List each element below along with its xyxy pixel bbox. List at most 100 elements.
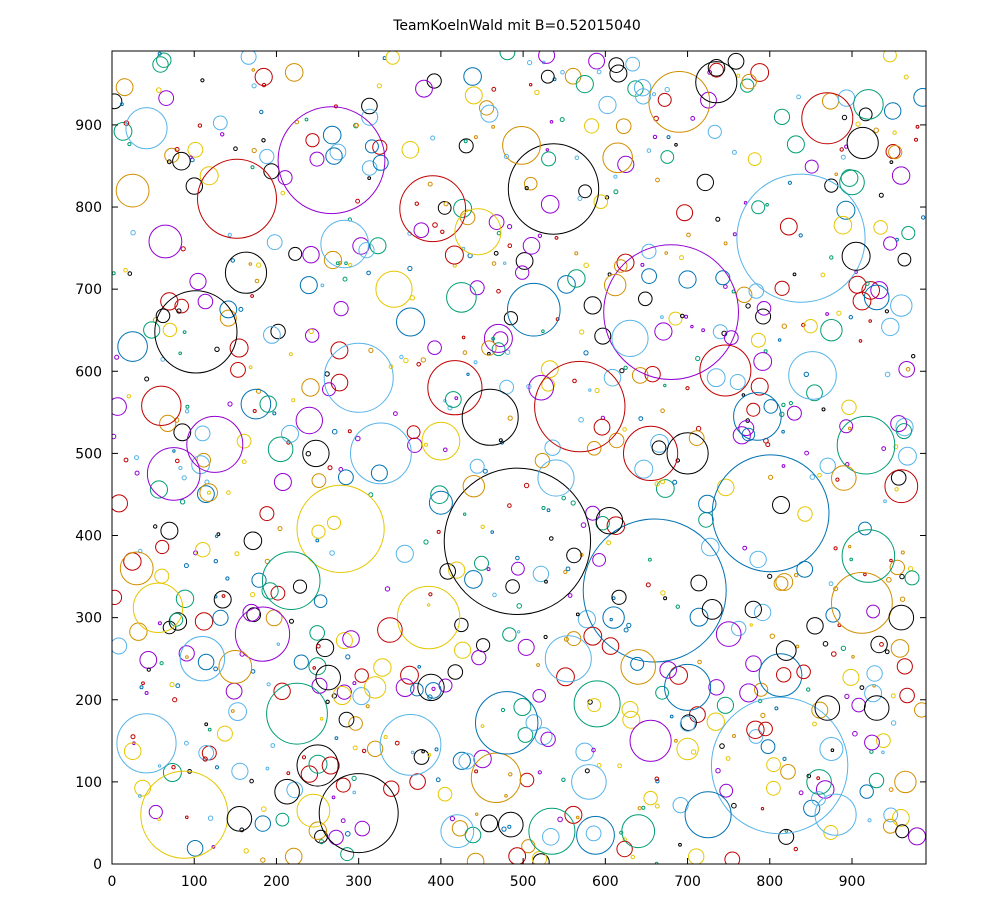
small-circle-mark: [361, 108, 379, 126]
small-circle-mark: [863, 572, 867, 577]
small-circle-mark: [836, 310, 842, 316]
y-tick-label: 600: [75, 364, 102, 380]
small-circle-mark: [575, 815, 580, 820]
small-circle-mark: [824, 178, 839, 193]
circle-mark: [715, 621, 742, 647]
small-circle-mark: [361, 97, 378, 115]
small-circle-mark: [436, 529, 441, 534]
small-circle-mark: [646, 148, 652, 153]
small-circle-mark: [575, 742, 595, 762]
small-circle-mark: [185, 404, 190, 409]
small-circle-mark: [393, 411, 398, 417]
small-circle-mark: [204, 722, 209, 727]
small-circle-mark: [325, 699, 330, 704]
small-circle-mark: [383, 780, 400, 797]
small-circle-mark: [451, 820, 469, 837]
small-circle-mark: [542, 828, 560, 846]
small-circle-mark: [829, 255, 834, 260]
small-circle-mark: [773, 108, 791, 126]
small-circle-mark: [654, 322, 673, 341]
circle-mark: [841, 241, 871, 271]
small-circle-mark: [156, 52, 172, 68]
small-circle-mark: [493, 250, 499, 256]
small-circle-mark: [674, 143, 678, 147]
small-circle-mark: [868, 319, 873, 323]
small-circle-mark: [736, 73, 741, 78]
small-circle-mark: [225, 682, 243, 700]
small-circle-mark: [452, 263, 457, 268]
small-circle-mark: [286, 781, 304, 799]
small-circle-mark: [584, 118, 600, 134]
small-circle-mark: [199, 483, 218, 502]
small-circle-mark: [219, 300, 238, 319]
small-circle-mark: [852, 730, 858, 737]
small-circle-mark: [490, 530, 495, 534]
circle-mark: [788, 351, 837, 400]
small-circle-mark: [174, 147, 180, 152]
circle-mark: [831, 572, 893, 634]
small-circle-mark: [739, 683, 759, 703]
small-circle-mark: [500, 707, 506, 713]
small-circle-mark: [225, 576, 230, 581]
circle-mark: [528, 807, 576, 855]
small-circle-mark: [184, 740, 189, 746]
small-circle-mark: [348, 262, 353, 267]
circle-mark: [831, 465, 857, 491]
circle-mark: [274, 778, 300, 805]
small-circle-mark: [554, 236, 559, 240]
small-circle-mark: [352, 745, 358, 751]
small-circle-mark: [544, 579, 548, 584]
circle-mark: [461, 388, 519, 446]
small-circle-mark: [488, 214, 505, 231]
small-circle-mark: [199, 166, 219, 186]
x-tick-label: 500: [510, 874, 537, 890]
small-circle-mark: [172, 697, 178, 703]
small-circle-mark: [466, 372, 470, 376]
small-circle-mark: [679, 255, 684, 261]
small-circle-mark: [342, 276, 348, 282]
small-circle-mark: [882, 51, 897, 63]
circle-mark: [240, 388, 272, 420]
small-circle-mark: [513, 698, 532, 716]
circle-mark: [695, 61, 738, 104]
small-circle-mark: [549, 536, 554, 541]
small-circle-mark: [580, 522, 587, 528]
circle-mark: [676, 737, 699, 761]
small-circle-mark: [425, 682, 442, 699]
small-circle-mark: [458, 138, 474, 154]
small-circle-mark: [619, 368, 625, 374]
small-circle-mark: [316, 643, 321, 649]
small-circle-mark: [534, 727, 553, 746]
small-circle-mark: [154, 568, 170, 584]
small-circle-mark: [502, 627, 517, 642]
small-circle-mark: [903, 74, 909, 80]
small-circle-mark: [112, 397, 127, 416]
small-circle-mark: [876, 733, 891, 748]
small-circle-mark: [779, 411, 785, 417]
small-circle-mark: [327, 465, 333, 471]
small-circle-mark: [617, 763, 622, 769]
small-circle-mark: [719, 783, 734, 798]
small-circle-mark: [585, 505, 601, 521]
small-circle-mark: [803, 319, 818, 334]
small-circle-mark: [866, 604, 880, 619]
small-circle-mark: [331, 428, 338, 435]
small-circle-mark: [516, 603, 523, 609]
small-circle-mark: [453, 198, 473, 218]
small-circle-mark: [505, 579, 520, 594]
circle-mark: [197, 158, 277, 239]
small-circle-mark: [313, 594, 328, 609]
small-circle-mark: [112, 271, 116, 276]
small-circle-mark: [507, 224, 513, 230]
small-circle-mark: [304, 117, 309, 122]
small-circle-mark: [162, 620, 177, 635]
circle-mark: [323, 342, 394, 413]
small-circle-mark: [259, 506, 275, 522]
small-circle-mark: [654, 481, 660, 487]
small-circle-mark: [844, 693, 850, 700]
small-circle-mark: [355, 198, 361, 204]
small-circle-mark: [263, 163, 280, 180]
small-circle-mark: [508, 847, 527, 864]
small-circle-mark: [566, 547, 582, 564]
small-circle-mark: [155, 308, 171, 324]
